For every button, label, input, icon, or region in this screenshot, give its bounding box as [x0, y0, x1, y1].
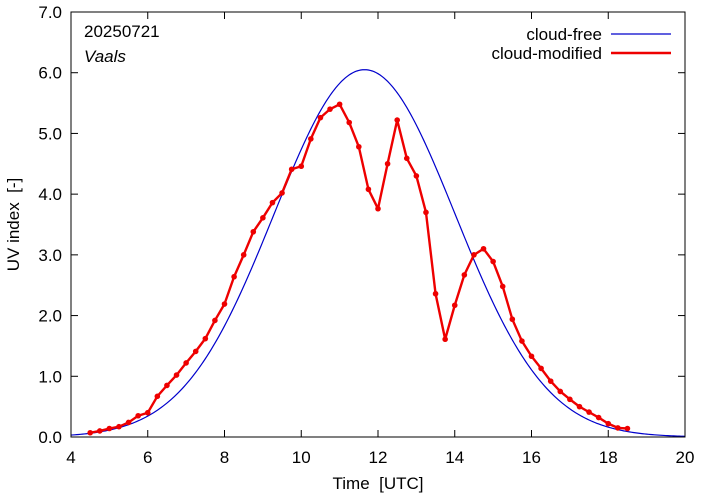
data-point-cloud-modified	[605, 420, 612, 427]
plot-area	[70, 69, 686, 437]
legend-label-cloud-modified: cloud-modified	[491, 44, 602, 63]
legend: cloud-free cloud-modified	[491, 25, 671, 63]
data-point-cloud-modified	[586, 409, 592, 415]
y-tick-label: 0.0	[38, 428, 62, 447]
data-point-cloud-modified	[356, 143, 362, 150]
data-point-cloud-modified	[288, 166, 295, 173]
plot-frame	[70, 11, 686, 438]
data-point-cloud-modified	[125, 419, 132, 426]
data-point-cloud-modified	[144, 409, 151, 416]
y-tick-label: 5.0	[38, 124, 62, 143]
y-axis-label: UV index [-]	[4, 178, 23, 272]
data-point-cloud-modified	[451, 302, 458, 309]
data-point-cloud-modified	[279, 190, 285, 196]
data-point-cloud-modified	[403, 155, 410, 162]
x-tick-label: 4	[66, 448, 75, 467]
x-tick-label: 12	[369, 448, 388, 467]
y-tick-label: 6.0	[38, 64, 62, 83]
x-tick-label: 14	[445, 448, 464, 467]
data-point-cloud-modified	[375, 205, 381, 212]
data-point-cloud-modified	[557, 388, 564, 395]
data-point-cloud-modified	[183, 360, 189, 366]
data-point-cloud-modified	[212, 317, 218, 324]
y-tick-label: 1.0	[38, 367, 62, 386]
series-line-cloud-free	[70, 69, 686, 437]
data-point-cloud-modified	[624, 425, 631, 432]
data-point-cloud-modified	[317, 114, 324, 121]
data-point-cloud-modified	[327, 106, 333, 112]
data-point-cloud-modified	[231, 273, 237, 280]
data-point-cloud-modified	[192, 348, 199, 355]
date-label: 20250721	[84, 22, 160, 41]
data-point-cloud-modified	[164, 382, 170, 389]
legend-label-cloud-free: cloud-free	[526, 25, 602, 44]
y-tick-label: 2.0	[38, 307, 62, 326]
data-point-cloud-modified	[615, 425, 621, 431]
data-point-cloud-modified	[461, 272, 468, 278]
data-point-cloud-modified	[173, 372, 180, 378]
data-point-cloud-modified	[221, 301, 228, 307]
data-point-cloud-modified	[519, 338, 525, 344]
data-point-cloud-modified	[260, 215, 266, 221]
x-tick-label: 6	[143, 448, 152, 467]
data-point-cloud-modified	[346, 119, 353, 126]
y-tick-label: 4.0	[38, 185, 62, 204]
data-point-cloud-modified	[336, 101, 343, 108]
data-point-cloud-modified	[87, 429, 93, 436]
data-point-cloud-modified	[432, 290, 439, 297]
data-point-cloud-modified	[413, 173, 420, 179]
data-point-cloud-modified	[471, 252, 477, 258]
data-point-cloud-modified	[528, 353, 535, 360]
y-tick-label: 3.0	[38, 246, 62, 265]
data-point-cloud-modified	[106, 425, 113, 432]
data-point-cloud-modified	[394, 117, 400, 123]
data-point-cloud-modified	[567, 396, 573, 403]
data-point-cloud-modified	[269, 199, 276, 206]
y-tick-label: 7.0	[38, 3, 62, 22]
data-point-cloud-modified	[442, 336, 448, 343]
data-point-cloud-modified	[499, 283, 506, 290]
data-point-cloud-modified	[135, 412, 141, 419]
data-point-cloud-modified	[490, 258, 496, 265]
data-point-cloud-modified	[96, 428, 103, 434]
data-point-cloud-modified	[384, 160, 391, 167]
data-point-cloud-modified	[480, 245, 487, 252]
data-point-cloud-modified	[154, 393, 161, 400]
data-point-cloud-modified	[595, 414, 602, 421]
data-point-cloud-modified	[538, 365, 544, 372]
axis-ticks: 4 6 8 10 12 14 16 18 20 0.0 1.0 2.0 3.0 4.0 5.0 6.0 7.0	[38, 3, 694, 467]
data-point-cloud-modified	[365, 186, 372, 193]
data-point-cloud-modified	[202, 335, 209, 342]
x-tick-label: 18	[599, 448, 618, 467]
series-line-cloud-modified	[89, 103, 628, 434]
x-axis-label: Time [UTC]	[333, 474, 424, 493]
data-point-cloud-modified	[423, 209, 429, 216]
data-point-cloud-modified	[116, 423, 122, 430]
location-label: Vaals	[84, 47, 126, 66]
data-point-cloud-modified	[509, 316, 516, 323]
x-tick-label: 20	[676, 448, 695, 467]
x-tick-label: 8	[220, 448, 229, 467]
data-point-cloud-modified	[298, 163, 305, 170]
data-point-cloud-modified	[250, 228, 257, 235]
data-point-cloud-modified	[576, 403, 583, 410]
x-tick-label: 10	[292, 448, 311, 467]
x-tick-label: 16	[522, 448, 541, 467]
data-point-cloud-modified	[308, 136, 314, 142]
data-point-cloud-modified	[240, 252, 247, 258]
data-point-cloud-modified	[547, 378, 554, 384]
